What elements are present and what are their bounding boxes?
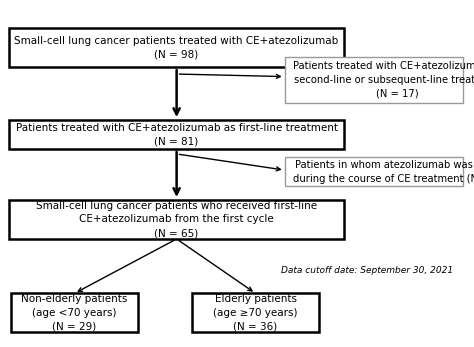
Text: Small-cell lung cancer patients who received first-line
CE+atezolizumab from the: Small-cell lung cancer patients who rece… (36, 201, 317, 238)
Bar (284, 157, 464, 186)
Text: Small-cell lung cancer patients treated with CE+atezolizumab
(N = 98): Small-cell lung cancer patients treated … (15, 36, 339, 59)
Text: Patients treated with CE+atezolizumab as
second-line or subsequent-line treatmen: Patients treated with CE+atezolizumab as… (293, 61, 474, 99)
Text: Non-elderly patients
(age <70 years)
(N = 29): Non-elderly patients (age <70 years) (N … (21, 294, 128, 331)
Text: Data cutoff date: September 30, 2021: Data cutoff date: September 30, 2021 (281, 266, 453, 275)
Text: Patients in whom atezolizumab was added
during the course of CE treatment (N = 1: Patients in whom atezolizumab was added … (293, 160, 474, 184)
Text: Elderly patients
(age ≥70 years)
(N = 36): Elderly patients (age ≥70 years) (N = 36… (213, 294, 298, 331)
Bar (10, 293, 138, 332)
Bar (191, 293, 319, 332)
Bar (284, 57, 464, 103)
Bar (9, 28, 344, 67)
Text: Patients treated with CE+atezolizumab as first-line treatment
(N = 81): Patients treated with CE+atezolizumab as… (16, 122, 337, 146)
Bar (9, 200, 344, 239)
Bar (9, 120, 344, 149)
